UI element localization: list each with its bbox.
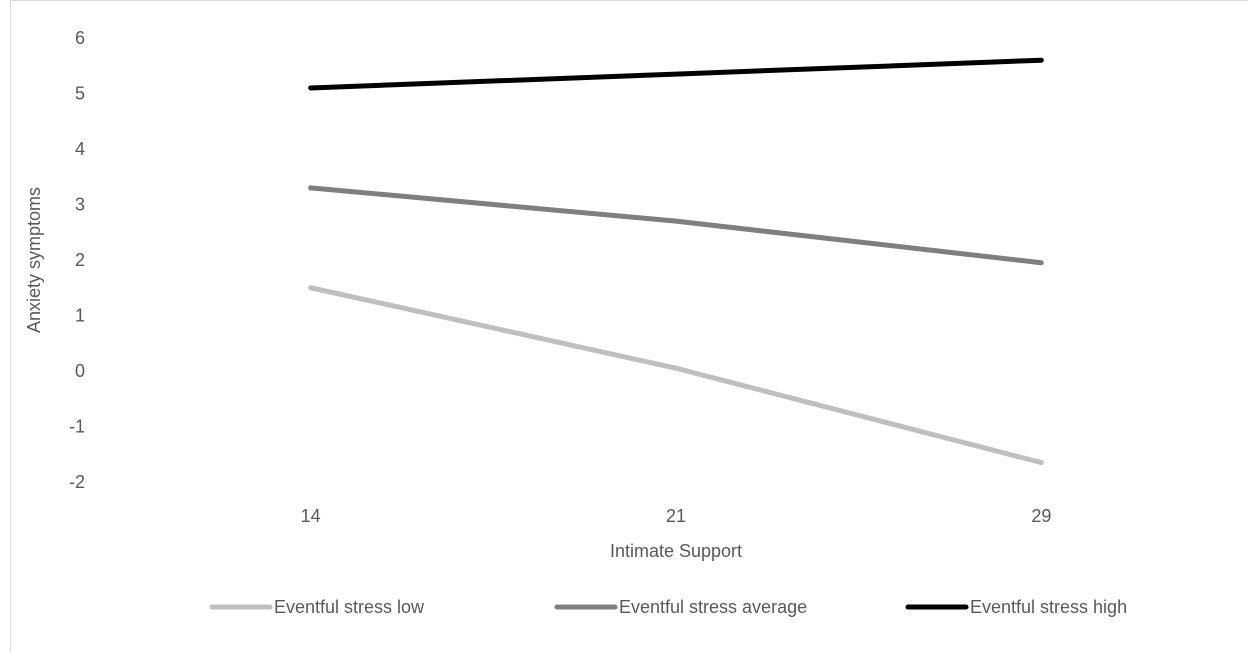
y-tick-label: -1 bbox=[69, 417, 85, 437]
y-tick-label: 2 bbox=[75, 250, 85, 270]
x-axis-label: Intimate Support bbox=[610, 541, 742, 561]
y-tick-label: 4 bbox=[75, 139, 85, 159]
y-axis-ticks: 6 5 4 3 2 1 0 -1 -2 bbox=[69, 28, 85, 492]
y-tick-label: 1 bbox=[75, 306, 85, 326]
y-axis-label: Anxiety symptoms bbox=[24, 187, 44, 333]
legend-label: Eventful stress low bbox=[274, 597, 425, 617]
series-line-3 bbox=[308, 57, 1044, 91]
y-tick-label: 3 bbox=[75, 195, 85, 215]
y-tick-label: -2 bbox=[69, 472, 85, 492]
x-tick-label: 14 bbox=[301, 506, 321, 526]
series-line-1 bbox=[308, 285, 1044, 466]
legend: Eventful stress low Eventful stress avera… bbox=[209, 597, 1127, 617]
series-lines bbox=[308, 57, 1044, 466]
y-tick-label: 6 bbox=[75, 28, 85, 48]
y-tick-label: 5 bbox=[75, 84, 85, 104]
x-tick-label: 21 bbox=[666, 506, 686, 526]
legend-label: Eventful stress average bbox=[619, 597, 807, 617]
x-tick-label: 29 bbox=[1031, 506, 1051, 526]
chart-frame bbox=[10, 0, 1248, 652]
x-axis-ticks: 14 21 29 bbox=[301, 506, 1052, 526]
legend-label: Eventful stress high bbox=[970, 597, 1127, 617]
series-line-2 bbox=[308, 185, 1044, 266]
y-tick-label: 0 bbox=[75, 361, 85, 381]
